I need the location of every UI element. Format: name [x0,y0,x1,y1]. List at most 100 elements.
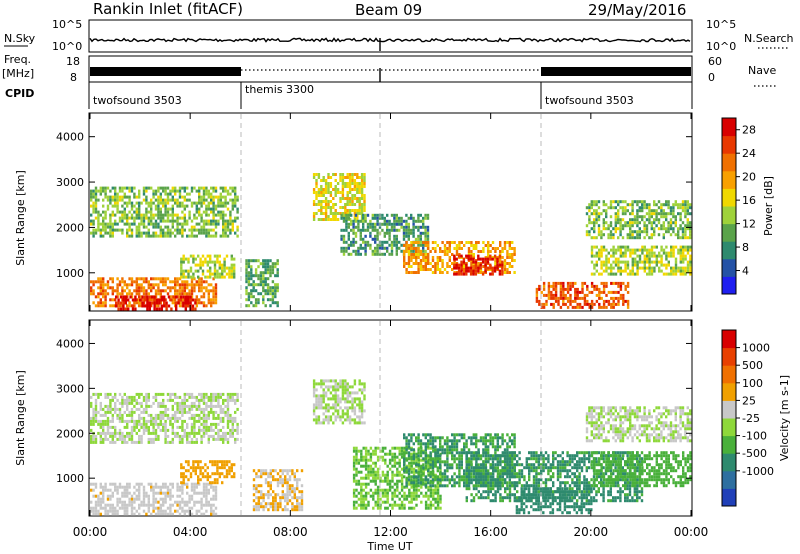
echo-cell [116,198,119,202]
echo-cell [200,186,203,190]
echo-cell [207,395,210,399]
echo-cell [467,257,470,261]
echo-cell [274,265,277,269]
echo-cell [332,173,335,176]
echo-cell [176,482,179,486]
echo-cell [682,248,685,252]
echo-cell [104,431,107,435]
echo-cell [186,410,189,414]
echo-cell [257,301,260,305]
echo-cell [99,407,102,411]
echo-cell [234,398,237,402]
echo-cell [195,210,198,214]
echo-cell [116,283,119,287]
echo-cell [351,209,354,212]
echo-cell [474,269,478,273]
echo-cell [662,251,666,255]
echo-cell [393,446,397,450]
echo-cell [171,428,174,432]
echo-cell [367,473,370,477]
echo-cell [429,268,432,271]
echo-cell [339,415,342,419]
echo-cell [90,286,93,290]
echo-cell [407,234,410,238]
echo-cell [204,260,207,264]
echo-cell [123,503,126,507]
echo-cell [205,509,208,513]
echo-cell [219,186,222,190]
echo-cell [157,437,160,441]
echo-cell [133,280,136,284]
echo-cell [284,469,287,473]
freq-label: Freq. [4,53,31,66]
echo-cell [355,482,358,486]
echo-cell [646,272,649,276]
echo-cell [195,201,198,205]
echo-cell [674,224,677,228]
echo-cell [583,299,587,303]
echo-cell [157,392,160,396]
echo-cell [624,269,627,273]
echo-cell [590,248,594,252]
echo-cell [209,260,212,264]
echo-cell [266,292,270,296]
echo-cell [381,446,385,450]
echo-cell [212,485,215,489]
echo-cell [106,497,110,501]
echo-cell [363,173,366,176]
echo-cell [214,488,218,492]
echo-cell [329,218,333,221]
echo-cell [581,296,584,300]
echo-cell [169,422,172,426]
colorbar-swatch [722,276,736,295]
echo-cell [489,263,492,267]
echo-cell [610,248,613,252]
echo-cell [169,497,172,501]
echo-cell [655,203,658,207]
echo-cell [154,395,158,399]
echo-cell [344,382,347,386]
echo-cell [362,494,365,498]
echo-cell [279,502,282,506]
echo-cell [198,277,201,281]
echo-cell [348,394,352,398]
echo-cell [366,213,370,217]
echo-cell [614,221,617,225]
echo-cell [97,422,100,426]
echo-cell [109,225,112,229]
echo-cell [205,189,208,193]
echo-cell [614,290,618,294]
echo-cell [231,219,234,223]
echo-cell [320,179,323,182]
echo-cell [274,295,277,299]
echo-cell [164,413,167,417]
echo-cell [166,512,170,516]
echo-cell [131,304,135,308]
echo-cell [400,488,404,492]
echo-cell [324,200,328,203]
echo-cell [312,379,316,383]
echo-cell [219,210,222,214]
echo-cell [574,281,577,285]
echo-cell [182,295,185,299]
echo-cell [474,260,478,264]
echo-cell [631,272,634,276]
echo-cell [234,419,237,423]
echo-cell [116,497,119,501]
echo-cell [236,207,239,211]
echo-cell [362,497,365,501]
echo-cell [111,222,114,226]
echo-cell [545,293,548,297]
echo-cell [130,228,134,232]
echo-cell [224,398,227,402]
echo-cell [315,400,318,404]
echo-cell [92,422,95,426]
echo-cell [489,250,492,253]
echo-cell [559,293,563,297]
echo-cell [153,298,156,302]
echo-cell [581,281,584,285]
echo-cell [681,221,685,225]
echo-cell [286,487,289,491]
echo-cell [118,392,122,396]
echo-cell [600,272,603,276]
